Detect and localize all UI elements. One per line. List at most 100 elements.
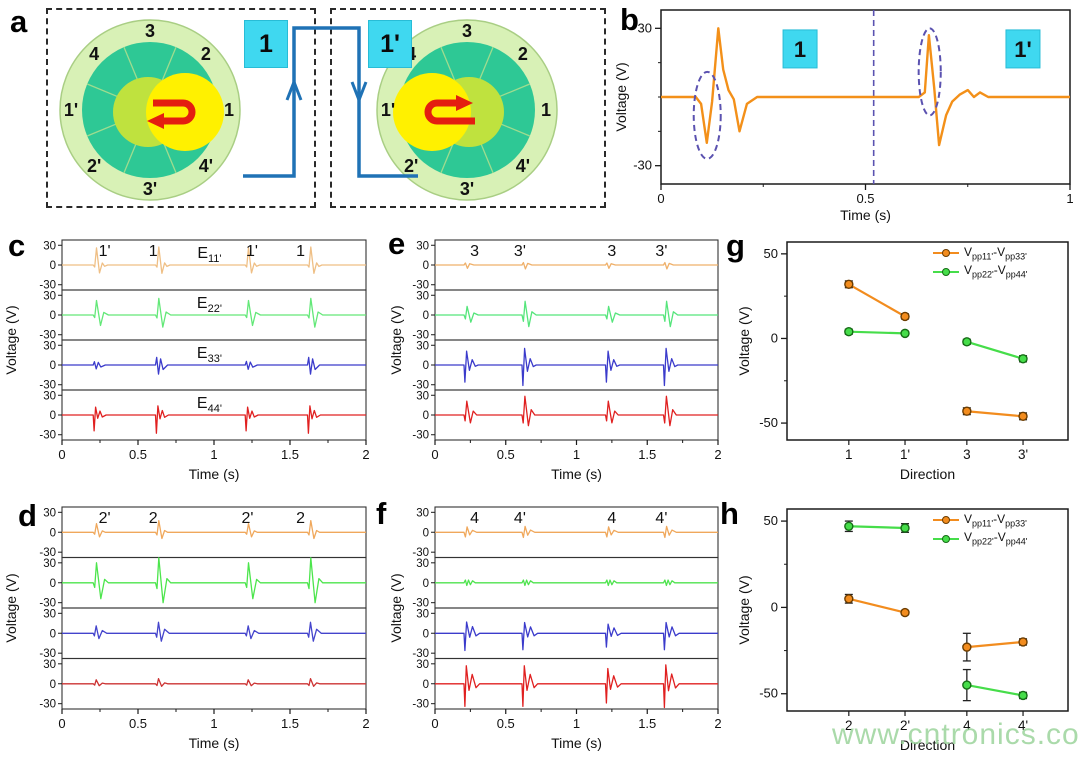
y-tick-label: -30 <box>39 430 56 442</box>
x-tick-label: 0 <box>58 716 65 731</box>
waveform-stack-c: 300-30E11'300-30E22'300-30E33'300-30E44'… <box>3 239 370 482</box>
waveform-trace <box>435 300 718 328</box>
waveform-trace <box>435 525 718 539</box>
y-tick-label: -30 <box>412 648 429 660</box>
y-tick-label: -30 <box>412 430 429 442</box>
wheel-sector-label: 3' <box>143 179 157 199</box>
y-tick-label: 0 <box>50 578 56 590</box>
waveform-trace <box>435 621 718 652</box>
data-point <box>844 326 854 337</box>
panel-letter-h: h <box>720 496 739 531</box>
waveform-trace <box>435 347 718 387</box>
series-connector-line <box>848 525 906 530</box>
legend-swatch-icon <box>933 267 959 276</box>
wheel-sector-label: 1' <box>64 100 78 120</box>
y-axis-label: Voltage (V) <box>3 305 19 374</box>
series-connector-line <box>848 597 906 614</box>
event-label: 2 <box>296 510 305 527</box>
x-tick-label: 1.5 <box>281 447 299 462</box>
legend-swatch-icon <box>933 516 959 525</box>
data-point <box>962 337 972 347</box>
trace-label: E44' <box>197 395 222 415</box>
dashed-box-right <box>330 8 606 208</box>
wheel-sector-label: 1 <box>224 100 234 120</box>
data-point <box>962 406 972 416</box>
x-tick-label: 1.5 <box>281 716 299 731</box>
y-tick-label: -30 <box>412 330 429 342</box>
y-tick-label: 0 <box>50 310 56 322</box>
arrow-down-icon <box>350 81 368 105</box>
y-tick-label: 0 <box>423 679 429 691</box>
data-point <box>900 607 910 618</box>
x-tick-label: 0.5 <box>129 447 147 462</box>
series-connector-line <box>966 410 1024 418</box>
data-point <box>844 279 854 290</box>
y-tick-label: 50 <box>764 246 778 261</box>
y-tick-label: 30 <box>43 659 56 671</box>
waveform-trace <box>62 246 366 274</box>
event-label: 4 <box>607 510 616 527</box>
magnet-yellow-circle <box>393 73 471 151</box>
x-tick-label: 0.5 <box>497 716 515 731</box>
panel-letter-b: b <box>620 2 639 37</box>
wheel-sector-label: 2' <box>404 156 418 176</box>
y-tick-label: 30 <box>416 390 429 402</box>
event-label: 1' <box>246 243 258 260</box>
x-tick-label: 1.5 <box>638 716 656 731</box>
x-tick-label: 0.5 <box>856 191 874 206</box>
waveform-trace <box>62 557 366 604</box>
event-label: 1 <box>296 243 305 260</box>
y-tick-label: 30 <box>416 290 429 302</box>
pulse-annotation-label: 1 <box>794 37 806 62</box>
rotation-arrowhead-icon <box>456 95 473 111</box>
data-point <box>844 594 854 604</box>
legend-item: Vpp22'-Vpp44' <box>933 263 1028 280</box>
y-tick-label: 30 <box>416 659 429 671</box>
y-tick-label: 0 <box>50 527 56 539</box>
scatter-plot-h: 50 0 -50 2 2' 4 4' Direction Voltage (V) <box>736 508 1069 753</box>
legend-item: Vpp22'-Vpp44' <box>933 530 1028 547</box>
panel-c-chart: 30 0 -30 E11' 30 0 -30 E22' 30 0 -30 E33' 30 0 -30 E44'… <box>0 228 380 488</box>
panel-g-chart: 50 0 -50 1 1' 3 3' Direction Voltage (V) Vpp11'-… <box>735 228 1080 486</box>
data-point <box>900 311 910 322</box>
x-tick-label: 2 <box>362 716 369 731</box>
data-point <box>1018 637 1028 647</box>
y-tick-label: -50 <box>759 686 778 701</box>
event-label: 3' <box>514 243 526 260</box>
event-label: 4 <box>470 510 479 527</box>
legend-label: Vpp11'-Vpp33' <box>964 245 1027 262</box>
y-tick-label: 0 <box>423 410 429 422</box>
x-tick-label: 1 <box>1066 191 1073 206</box>
y-tick-label: -30 <box>39 380 56 392</box>
legend-swatch-icon <box>933 534 959 543</box>
y-tick-label: -30 <box>412 598 429 610</box>
series-connector-line <box>848 330 906 335</box>
pulse-annotation-box <box>782 29 818 69</box>
event-label: 4' <box>655 510 667 527</box>
y-tick-label: -30 <box>633 158 652 173</box>
watermark: www.cntronics.com <box>832 718 1080 751</box>
event-label: 3 <box>470 243 479 260</box>
y-tick-label: -30 <box>39 648 56 660</box>
y-tick-label: -50 <box>759 415 778 430</box>
drive-pulse-diagram <box>243 26 418 178</box>
data-point <box>1018 411 1028 422</box>
y-tick-label: -30 <box>39 547 56 559</box>
y-axis-label: Voltage (V) <box>3 573 19 642</box>
series-connector-line <box>966 684 1024 697</box>
x-tick-label: 0 <box>657 191 664 206</box>
waveform-trace <box>435 579 718 587</box>
wheel-sector-label: 4' <box>199 156 213 176</box>
sensor-wheel-left: 3 2 1 4' 3' 2' 1' 4 <box>59 19 241 201</box>
waveform-trace <box>62 621 366 642</box>
x-tick-label: 1 <box>210 447 217 462</box>
y-tick-label: -30 <box>412 280 429 292</box>
y-tick-label: 0 <box>423 360 429 372</box>
legend-g: Vpp11'-Vpp33' Vpp22'-Vpp44' <box>933 244 1028 281</box>
x-axis-label: Time (s) <box>551 466 602 482</box>
legend-dot <box>942 516 950 525</box>
legend-label: Vpp22'-Vpp44' <box>964 530 1028 547</box>
y-axis-label: Voltage (V) <box>388 573 404 642</box>
